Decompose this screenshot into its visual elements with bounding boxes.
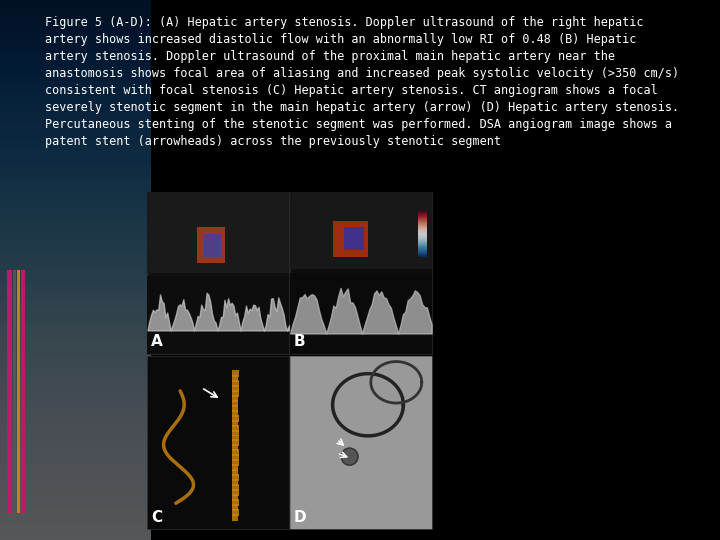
Bar bbox=[233, 424, 239, 431]
Text: A: A bbox=[151, 334, 163, 349]
Bar bbox=[290, 192, 432, 269]
Bar bbox=[21, 270, 24, 513]
Bar bbox=[233, 469, 238, 476]
Bar bbox=[233, 395, 238, 402]
Bar bbox=[7, 270, 12, 513]
Text: D: D bbox=[294, 510, 307, 525]
Bar bbox=[233, 494, 238, 501]
Text: C: C bbox=[151, 510, 162, 525]
Bar bbox=[233, 454, 239, 461]
Bar bbox=[233, 484, 239, 491]
Text: B: B bbox=[294, 334, 305, 349]
Bar bbox=[333, 221, 368, 256]
Bar bbox=[233, 440, 239, 447]
Bar bbox=[233, 444, 238, 451]
Bar bbox=[344, 227, 364, 250]
Bar bbox=[233, 420, 238, 427]
Bar bbox=[148, 192, 289, 354]
Bar bbox=[233, 410, 238, 417]
Bar bbox=[17, 270, 20, 513]
Bar bbox=[233, 474, 239, 481]
Bar bbox=[233, 499, 239, 506]
Bar bbox=[233, 370, 239, 377]
Ellipse shape bbox=[341, 448, 358, 465]
Bar bbox=[290, 356, 432, 529]
Bar bbox=[233, 449, 239, 456]
Bar bbox=[233, 504, 238, 511]
Bar bbox=[233, 489, 239, 496]
Bar bbox=[204, 234, 221, 256]
Bar bbox=[148, 276, 289, 354]
Text: Figure 5 (A-D): (A) Hepatic artery stenosis. Doppler ultrasound of the right hep: Figure 5 (A-D): (A) Hepatic artery steno… bbox=[45, 16, 679, 148]
Bar bbox=[233, 385, 239, 392]
Bar bbox=[148, 192, 289, 273]
Bar bbox=[197, 227, 225, 263]
Bar bbox=[148, 356, 289, 529]
Bar bbox=[233, 479, 238, 486]
Bar bbox=[233, 514, 238, 521]
Bar bbox=[290, 356, 432, 529]
Bar bbox=[233, 375, 238, 382]
Bar bbox=[233, 380, 239, 387]
Bar bbox=[233, 415, 239, 422]
Bar bbox=[233, 400, 238, 407]
Bar bbox=[233, 405, 238, 412]
Bar bbox=[233, 464, 238, 471]
Bar bbox=[233, 459, 239, 466]
Bar bbox=[290, 192, 432, 354]
Bar bbox=[233, 435, 239, 441]
Bar bbox=[13, 270, 17, 513]
Bar bbox=[233, 509, 239, 516]
Bar bbox=[233, 390, 239, 397]
Bar bbox=[233, 430, 239, 436]
Bar bbox=[290, 273, 432, 354]
